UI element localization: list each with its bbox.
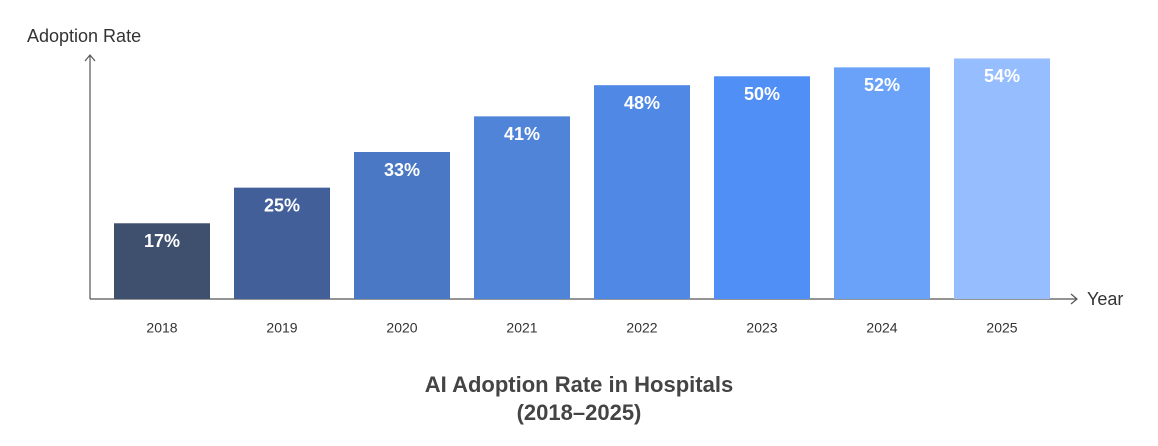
bar xyxy=(714,76,810,299)
bar xyxy=(594,85,690,299)
chart-title: AI Adoption Rate in Hospitals xyxy=(425,372,733,397)
x-tick-label: 2023 xyxy=(746,320,777,336)
y-axis-arrow xyxy=(84,54,96,62)
value-label: 41% xyxy=(504,124,540,144)
value-label: 17% xyxy=(144,231,180,251)
value-label: 33% xyxy=(384,160,420,180)
bar xyxy=(834,67,930,299)
value-label: 54% xyxy=(984,66,1020,86)
value-label: 48% xyxy=(624,93,660,113)
bar xyxy=(354,152,450,299)
value-label: 52% xyxy=(864,75,900,95)
x-tick-label: 2024 xyxy=(866,320,897,336)
x-tick-label: 2022 xyxy=(626,320,657,336)
x-axis-label: Year xyxy=(1087,289,1123,309)
bar xyxy=(474,116,570,299)
x-tick-label: 2020 xyxy=(386,320,417,336)
value-label: 25% xyxy=(264,195,300,215)
bar xyxy=(114,223,210,299)
value-label: 50% xyxy=(744,84,780,104)
x-tick-label: 2018 xyxy=(146,320,177,336)
x-axis-arrow xyxy=(1070,293,1078,305)
x-tick-label: 2019 xyxy=(266,320,297,336)
chart-title: (2018–2025) xyxy=(517,400,642,425)
x-tick-label: 2025 xyxy=(986,320,1017,336)
bar xyxy=(954,58,1050,299)
y-axis-label: Adoption Rate xyxy=(27,26,141,46)
x-tick-label: 2021 xyxy=(506,320,537,336)
bar xyxy=(234,187,330,299)
